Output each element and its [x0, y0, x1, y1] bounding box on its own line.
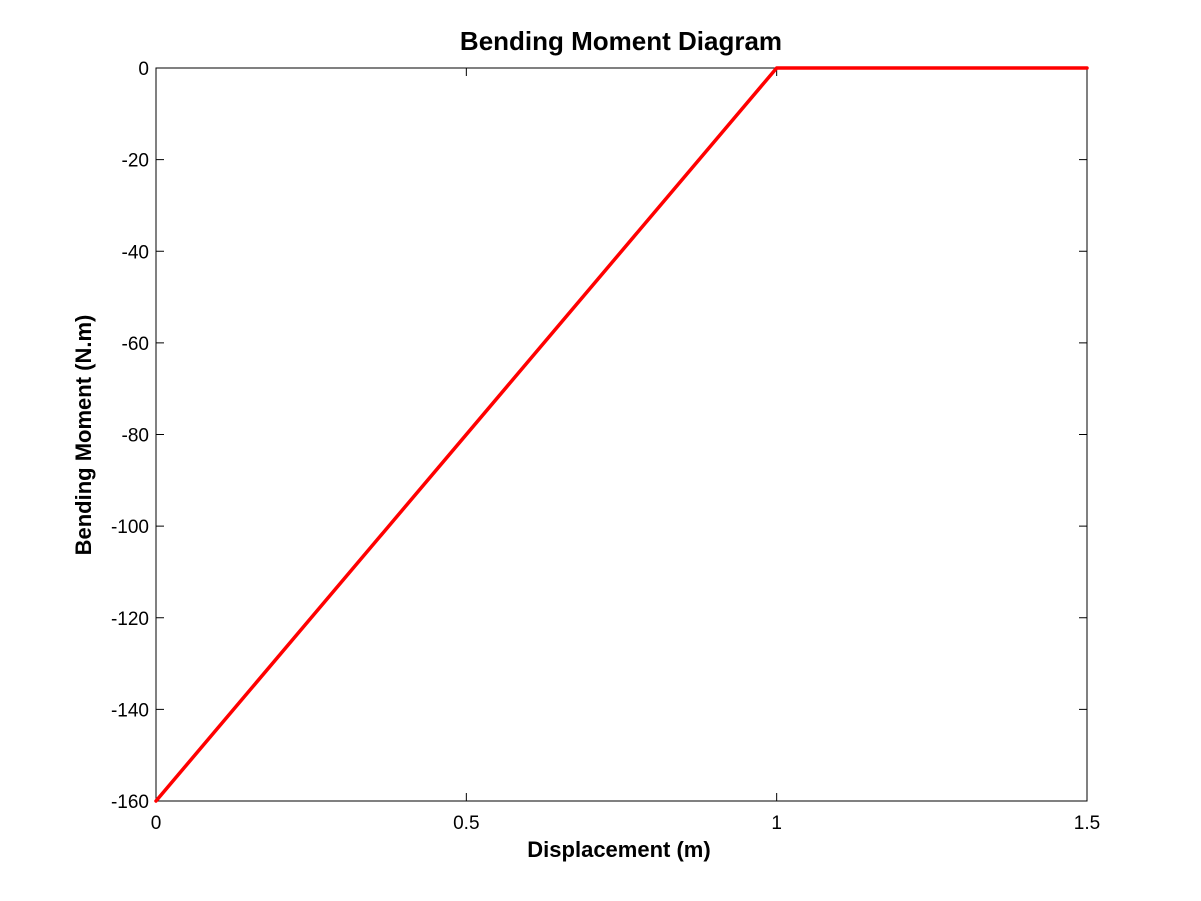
plot-area: 0 0.5 1 1.5 0 -20 -40 -60 -80 -100 -120 -140 -160 — [111, 59, 1100, 834]
axes-box — [155, 67, 1088, 802]
y-tick-label: -40 — [122, 242, 149, 263]
bending-moment-line — [154, 66, 1089, 803]
x-tick-label: 1 — [771, 813, 782, 834]
x-tick-label: 1.5 — [1074, 813, 1100, 834]
y-tick-label: -100 — [111, 517, 149, 538]
y-axis-label: Bending Moment (N.m) — [71, 315, 96, 556]
y-tick-label: -60 — [122, 334, 149, 355]
x-tick-label: 0 — [151, 813, 162, 834]
y-tick-label: 0 — [138, 59, 149, 80]
y-tick-label: -120 — [111, 609, 149, 630]
x-tick-label: 0.5 — [453, 813, 479, 834]
chart-title: Bending Moment Diagram — [460, 26, 782, 56]
y-tick-label: -80 — [122, 426, 149, 447]
x-axis-label: Displacement (m) — [527, 837, 710, 862]
y-tick-label: -140 — [111, 700, 149, 721]
y-tick-label: -160 — [111, 792, 149, 813]
y-tick-label: -20 — [122, 151, 149, 172]
